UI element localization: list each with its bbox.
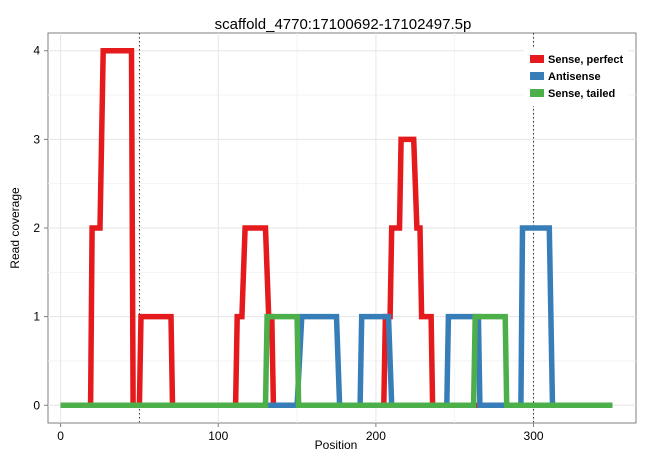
legend-swatch <box>530 72 544 80</box>
series-line-1 <box>60 47 613 409</box>
x-axis: 0 100 200 300 <box>57 423 544 443</box>
y-tick-label: 3 <box>33 132 40 146</box>
x-axis-label: Position <box>315 438 358 452</box>
chart-title: scaffold_4770:17100692-17102497.5p <box>215 16 472 33</box>
x-tick-label: 300 <box>524 429 544 443</box>
series-line-3 <box>60 313 613 409</box>
x-tick-label: 100 <box>208 429 228 443</box>
y-tick-label: 2 <box>33 221 40 235</box>
series-lines <box>60 47 613 409</box>
y-axis: 0 1 2 3 4 <box>33 44 48 412</box>
x-tick-label: 200 <box>366 429 386 443</box>
legend-label: Sense, tailed <box>548 88 615 100</box>
legend-label: Antisense <box>548 71 601 83</box>
x-tick-label: 0 <box>57 429 64 443</box>
y-tick-label: 0 <box>33 398 40 412</box>
y-tick-label: 4 <box>33 44 40 58</box>
y-axis-label: Read coverage <box>8 187 22 269</box>
legend: Sense, perfect Antisense Sense, tailed <box>524 48 628 106</box>
legend-label: Sense, perfect <box>548 54 624 66</box>
y-tick-label: 1 <box>33 310 40 324</box>
legend-swatch <box>530 55 544 63</box>
legend-swatch <box>530 89 544 97</box>
